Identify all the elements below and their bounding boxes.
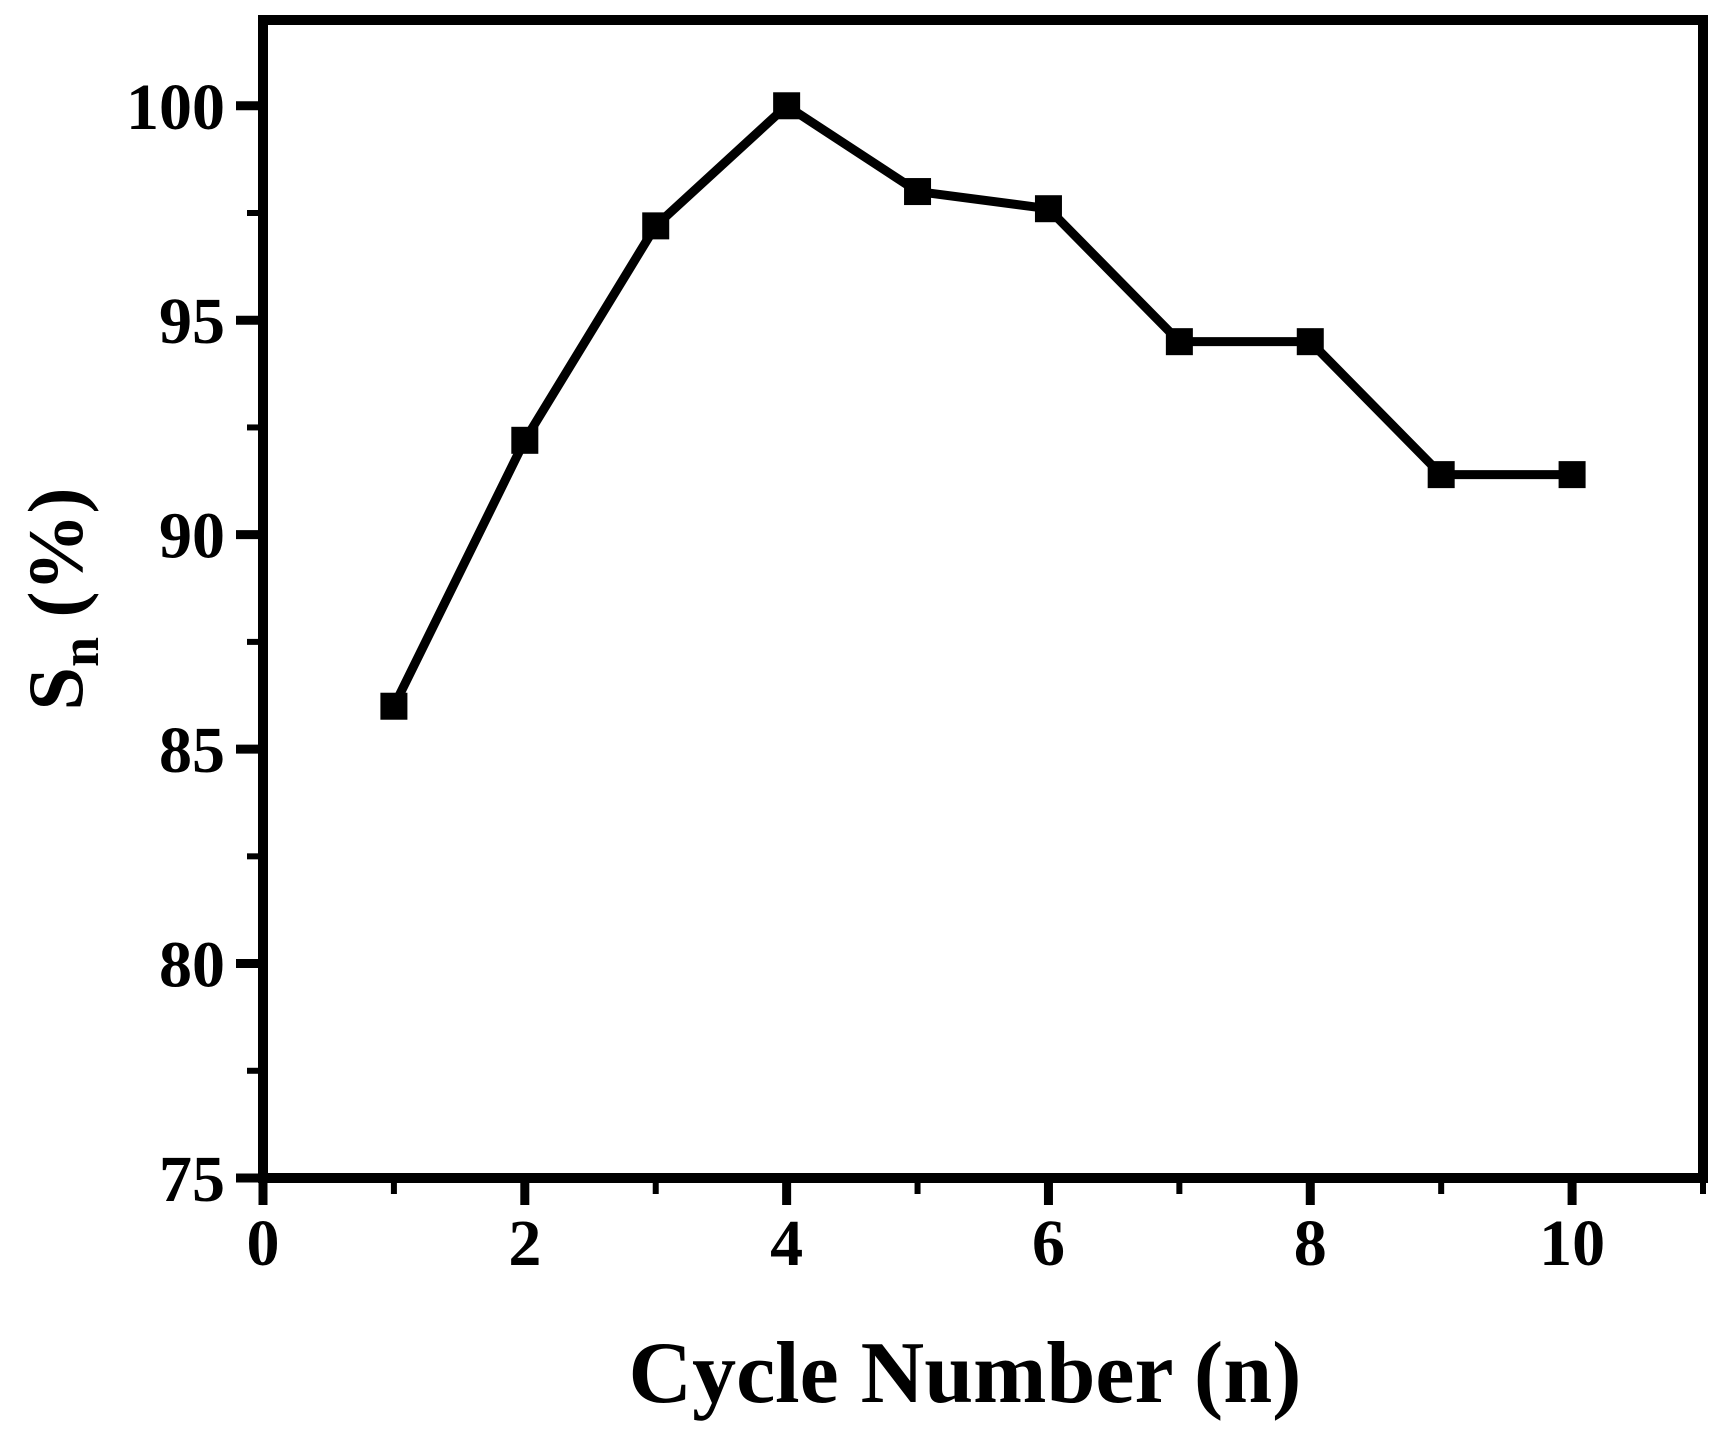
x-tick-label: 4 bbox=[770, 1207, 803, 1280]
data-point-marker bbox=[1165, 328, 1193, 356]
data-point-marker bbox=[1296, 328, 1324, 356]
y-tick-label: 95 bbox=[159, 285, 225, 358]
y-tick-label: 80 bbox=[159, 929, 225, 1002]
series-line bbox=[389, 100, 1573, 709]
data-point-marker bbox=[380, 692, 408, 720]
x-axis-title: Cycle Number (n) bbox=[629, 1325, 1302, 1422]
y-tick-label: 90 bbox=[159, 500, 225, 573]
y-tick-label: 75 bbox=[159, 1143, 225, 1216]
y-tick-label: 85 bbox=[159, 714, 225, 787]
data-point-marker bbox=[1034, 195, 1062, 223]
y-axis-title: Sn (%) bbox=[12, 488, 110, 711]
data-point-marker bbox=[1558, 461, 1586, 489]
data-point-marker bbox=[642, 212, 670, 240]
x-tick-label: 8 bbox=[1294, 1207, 1327, 1280]
data-point-marker bbox=[904, 178, 932, 206]
x-tick-label: 10 bbox=[1539, 1207, 1605, 1280]
data-point-marker bbox=[773, 92, 801, 120]
x-tick-label: 2 bbox=[508, 1207, 541, 1280]
data-point-marker bbox=[1427, 461, 1455, 489]
data-point-marker bbox=[511, 426, 539, 454]
plot-border bbox=[258, 15, 1708, 1183]
x-tick-label: 0 bbox=[247, 1207, 280, 1280]
x-tick-label: 6 bbox=[1032, 1207, 1065, 1280]
y-tick-label: 100 bbox=[126, 71, 225, 144]
